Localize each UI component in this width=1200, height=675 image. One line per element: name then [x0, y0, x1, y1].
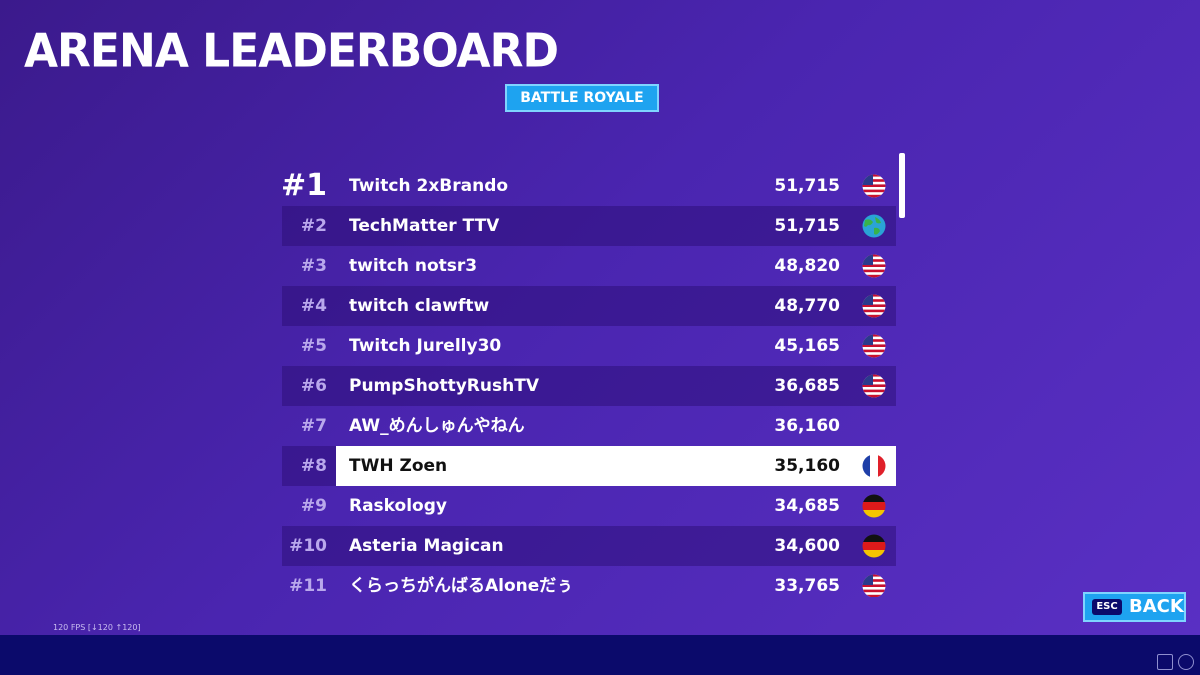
player-name: twitch notsr3	[349, 256, 478, 276]
row: #6 PumpShottyRushTV 36,685	[282, 366, 896, 406]
flag	[862, 374, 886, 398]
status-icon	[1178, 654, 1194, 670]
rank: #9	[300, 496, 327, 516]
rank: #6	[300, 376, 327, 396]
row: #5 Twitch Jurelly30 45,165	[282, 326, 896, 366]
mic-icon	[1157, 654, 1173, 670]
score: 36,685	[774, 376, 840, 396]
score: 45,165	[774, 336, 840, 356]
player-name: TWH Zoen	[349, 456, 448, 476]
back-label: BACK	[1129, 596, 1184, 617]
rank: #1	[282, 168, 327, 203]
mode-tab[interactable]: BATTLE ROYALE	[505, 84, 659, 112]
row: #2 TechMatter TTV 51,715	[282, 206, 896, 246]
leaderboard-list: #1 Twitch 2xBrando 51,715 #2 TechMatter TTV…	[282, 166, 896, 597]
rank: #3	[300, 256, 327, 276]
flag	[862, 174, 886, 198]
flag	[862, 574, 886, 597]
row: #9 Raskology 34,685	[282, 486, 896, 526]
player-name: くらっちがんばるAloneだぅ	[349, 576, 574, 596]
player-name: twitch clawftw	[349, 296, 490, 316]
row-self: #8 TWH Zoen 35,160	[282, 446, 896, 486]
fps-counter: 120 FPS [↓120 ↑120]	[53, 623, 141, 632]
rank: #10	[289, 536, 327, 556]
score: 51,715	[774, 216, 840, 236]
flag	[862, 254, 886, 278]
row: #3 twitch notsr3 48,820	[282, 246, 896, 286]
player-name: AW_めんしゅんやねん	[349, 416, 525, 436]
rank: #7	[300, 416, 327, 436]
rank: #4	[300, 296, 327, 316]
score: 34,600	[774, 536, 840, 556]
player-name: Twitch Jurelly30	[349, 336, 502, 356]
player-name: Raskology	[349, 496, 447, 516]
rank: #5	[300, 336, 327, 356]
row: #11 くらっちがんばるAloneだぅ 33,765	[282, 566, 896, 597]
highlight	[336, 446, 896, 486]
page-title: ARENA LEADERBOARD	[24, 24, 559, 79]
scrollbar[interactable]	[899, 153, 905, 218]
rank: #8	[300, 456, 327, 476]
row: #1 Twitch 2xBrando 51,715	[282, 166, 896, 206]
score: 34,685	[774, 496, 840, 516]
row: #4 twitch clawftw 48,770	[282, 286, 896, 326]
flag	[862, 334, 886, 358]
score: 48,770	[774, 296, 840, 316]
rank: #11	[289, 576, 327, 596]
flag	[862, 534, 886, 558]
rank: #2	[300, 216, 327, 236]
row: #10 Asteria Magican 34,600	[282, 526, 896, 566]
back-button[interactable]: ESC BACK	[1083, 592, 1186, 622]
score: 51,715	[774, 176, 840, 196]
player-name: PumpShottyRushTV	[349, 376, 539, 396]
player-name: TechMatter TTV	[349, 216, 500, 236]
bottom-bar	[0, 635, 1200, 675]
flag	[862, 214, 886, 238]
key-hint: ESC	[1092, 599, 1122, 615]
row: #7 AW_めんしゅんやねん 36,160	[282, 406, 896, 446]
score: 36,160	[774, 416, 840, 436]
flag	[862, 494, 886, 518]
score: 35,160	[774, 456, 840, 476]
player-name: Asteria Magican	[349, 536, 504, 556]
flag	[862, 294, 886, 318]
score: 33,765	[774, 576, 840, 596]
score: 48,820	[774, 256, 840, 276]
player-name: Twitch 2xBrando	[349, 176, 509, 196]
flag	[862, 454, 886, 478]
